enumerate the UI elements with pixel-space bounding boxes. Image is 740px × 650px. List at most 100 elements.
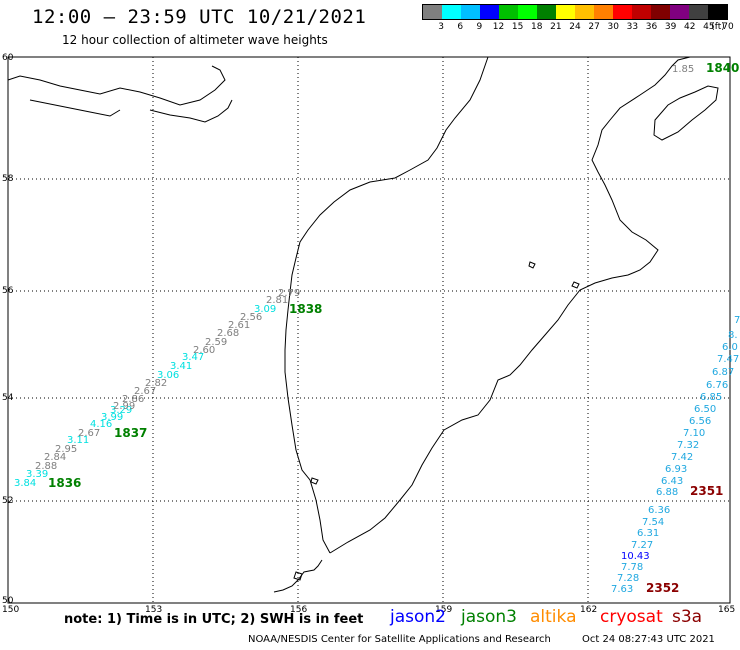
- scale-swatch: [575, 5, 594, 19]
- track1-value: 3.09: [254, 304, 276, 315]
- track2-value: 7.27: [631, 540, 653, 551]
- lat-label: 60: [2, 53, 14, 63]
- scale-swatch: [556, 5, 575, 19]
- lat-label: 56: [2, 286, 14, 296]
- track2-value: 6.31: [637, 528, 659, 539]
- track1-value: 3.39: [26, 469, 48, 480]
- track1-value: 2.84: [44, 452, 66, 463]
- track2-value: 7.78: [621, 562, 643, 573]
- track2-value: 8.: [728, 330, 738, 341]
- top-track-value: 1.85: [672, 64, 694, 75]
- legend-jason3: jason3: [461, 607, 517, 627]
- latitude-labels: 60 58 56 54 52 50: [2, 53, 14, 606]
- track2-value: 7.42: [671, 452, 693, 463]
- track2-value: 6.50: [694, 404, 716, 415]
- scale-swatches: [422, 4, 728, 20]
- track1-value: 3.47: [182, 352, 204, 363]
- legend-cryosat: cryosat: [600, 607, 663, 627]
- coastline: [7, 56, 719, 593]
- scale-label: 12: [492, 22, 505, 32]
- track2-value: 6.88: [656, 487, 678, 498]
- track1-value: 2.67: [134, 386, 156, 397]
- track1-value: 2.99: [113, 401, 135, 412]
- track1-value: 2.82: [145, 378, 167, 389]
- track-time-labels: 1836 1837 1838 1840 2351 2352: [48, 61, 739, 595]
- track1-value: 2.67: [78, 428, 100, 439]
- track1-value: 2.68: [217, 328, 239, 339]
- scale-swatch: [594, 5, 613, 19]
- scale-label: 6: [457, 22, 464, 32]
- scale-label: 39: [664, 22, 677, 32]
- track2-value: 7.28: [617, 573, 639, 584]
- scale-swatch: [537, 5, 556, 19]
- scale-swatch: [423, 5, 442, 19]
- northwest-inlet: [29, 99, 121, 117]
- scale-label: 24: [569, 22, 581, 32]
- scale-swatch: [461, 5, 480, 19]
- shelikhov-bay-coast: [149, 99, 233, 123]
- track1-value: 3.41: [170, 361, 192, 372]
- track2-value: 6.85: [700, 392, 722, 403]
- kamchatka-west-coast: [284, 56, 489, 554]
- track1-value: 2.95: [55, 444, 77, 455]
- grid-lines: [8, 57, 730, 603]
- time-label-1838: 1838: [289, 302, 322, 316]
- track1-value: 3.99: [101, 412, 123, 423]
- lat-label: 50: [2, 596, 14, 606]
- time-label-2352: 2352: [646, 581, 679, 595]
- kamchatka-east-coast: [329, 56, 691, 554]
- credit-line: NOAA/NESDIS Center for Satellite Applica…: [248, 634, 551, 645]
- track2-value: 7.54: [642, 517, 664, 528]
- track1-value: 2.86: [122, 394, 144, 405]
- scale-label: (ft): [711, 22, 725, 32]
- map-title: 12:00 – 23:59 UTC 10/21/2021: [32, 6, 367, 28]
- track2-value: 10.43: [621, 551, 650, 562]
- scale-swatch: [670, 5, 689, 19]
- track2-value: 6.87: [712, 367, 734, 378]
- legend-jason2: jason2: [390, 607, 446, 627]
- time-label-1840: 1840: [706, 61, 739, 75]
- scale-swatch: [518, 5, 537, 19]
- lon-label: 165: [718, 605, 735, 615]
- scale-label: 21: [550, 22, 562, 32]
- map-subtitle: 12 hour collection of altimeter wave hei…: [62, 33, 328, 47]
- kuril-islet: [293, 571, 303, 581]
- track1-value: 2.88: [35, 461, 57, 472]
- small-islet-3: [310, 477, 319, 485]
- track2-value: 6.93: [665, 464, 687, 475]
- track-2: 7. 8. 6.0 7.47 6.87 6.76 6.85 6.50 6.56 …: [611, 315, 740, 595]
- footer-note: note: 1) Time is in UTC; 2) SWH is in fe…: [64, 612, 364, 627]
- scale-label: 27: [588, 22, 600, 32]
- time-label-1837: 1837: [114, 426, 147, 440]
- track2-value: 7.: [734, 315, 740, 326]
- scale-label: 18: [531, 22, 543, 32]
- track1-value: 2.59: [205, 337, 227, 348]
- lon-label: 156: [290, 605, 307, 615]
- track2-value: 6.76: [706, 380, 728, 391]
- kamchatka-south-tip: [273, 559, 323, 593]
- lon-label: 153: [145, 605, 162, 615]
- track1-value: 3.29: [110, 405, 132, 416]
- scale-label: 33: [626, 22, 639, 32]
- lon-label: 159: [435, 605, 452, 615]
- scale-swatch: [651, 5, 670, 19]
- scale-label: 9: [476, 22, 483, 32]
- scale-label: 70: [722, 22, 734, 32]
- track2-value: 7.63: [611, 584, 633, 595]
- scale-label: 36: [645, 22, 658, 32]
- track2-value: 6.56: [689, 416, 711, 427]
- track2-value: 7.32: [677, 440, 699, 451]
- small-islet-1: [528, 261, 536, 269]
- scale-label: 15: [511, 22, 524, 32]
- track1-value: 4.16: [90, 419, 112, 430]
- scale-swatch: [708, 5, 727, 19]
- legend-s3a: s3a: [672, 607, 703, 627]
- track2-value: 6.0: [722, 342, 738, 353]
- scale-label: 3: [438, 22, 444, 32]
- track2-value: 7.10: [683, 428, 705, 439]
- karaginsky-island: [653, 85, 719, 141]
- lon-label: 150: [2, 605, 19, 615]
- wave-height-color-scale: 3 6 9 12 15 18 21 24 27 30 33 36 39 42 45 70 (ft): [422, 4, 734, 34]
- track1-value: 2.56: [240, 312, 262, 323]
- map-frame: [7, 56, 731, 604]
